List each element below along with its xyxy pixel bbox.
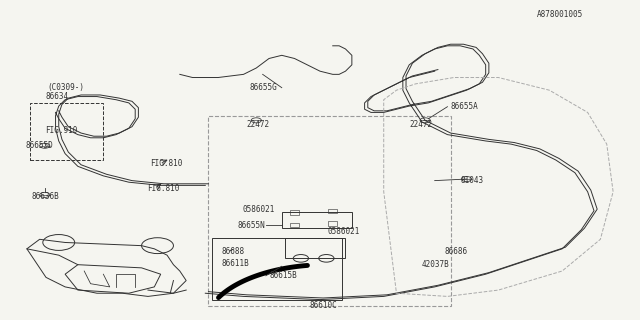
- Text: 22472: 22472: [409, 120, 433, 129]
- Text: (C0309-): (C0309-): [47, 83, 84, 92]
- Text: 81043: 81043: [460, 176, 483, 185]
- Text: 0586021: 0586021: [243, 205, 275, 214]
- Text: 86655N: 86655N: [237, 221, 265, 230]
- Text: 86655D: 86655D: [26, 141, 53, 150]
- Bar: [212, 238, 342, 300]
- Bar: [290, 210, 299, 215]
- Text: 42037B: 42037B: [422, 260, 450, 269]
- Text: 86615B: 86615B: [269, 271, 297, 280]
- Text: 86634: 86634: [46, 92, 69, 101]
- Text: FIG.810: FIG.810: [150, 159, 182, 168]
- Text: 86686: 86686: [444, 246, 467, 256]
- Bar: [328, 209, 337, 213]
- Text: FIG.910: FIG.910: [45, 126, 77, 135]
- Text: 86610C: 86610C: [309, 301, 337, 310]
- Bar: [290, 223, 299, 227]
- Text: 86611B: 86611B: [221, 259, 249, 268]
- Bar: [285, 238, 346, 258]
- Text: 86688: 86688: [221, 246, 244, 256]
- Text: 22472: 22472: [246, 120, 270, 129]
- Text: 86636B: 86636B: [32, 192, 60, 201]
- Text: A878001005: A878001005: [537, 10, 583, 19]
- Bar: [30, 103, 103, 160]
- Text: 86655A: 86655A: [451, 102, 478, 111]
- Text: 86655G: 86655G: [250, 83, 278, 92]
- Text: FIG.810: FIG.810: [147, 184, 179, 193]
- Bar: [282, 212, 352, 228]
- Bar: [328, 221, 337, 226]
- Text: 0586021: 0586021: [328, 227, 360, 236]
